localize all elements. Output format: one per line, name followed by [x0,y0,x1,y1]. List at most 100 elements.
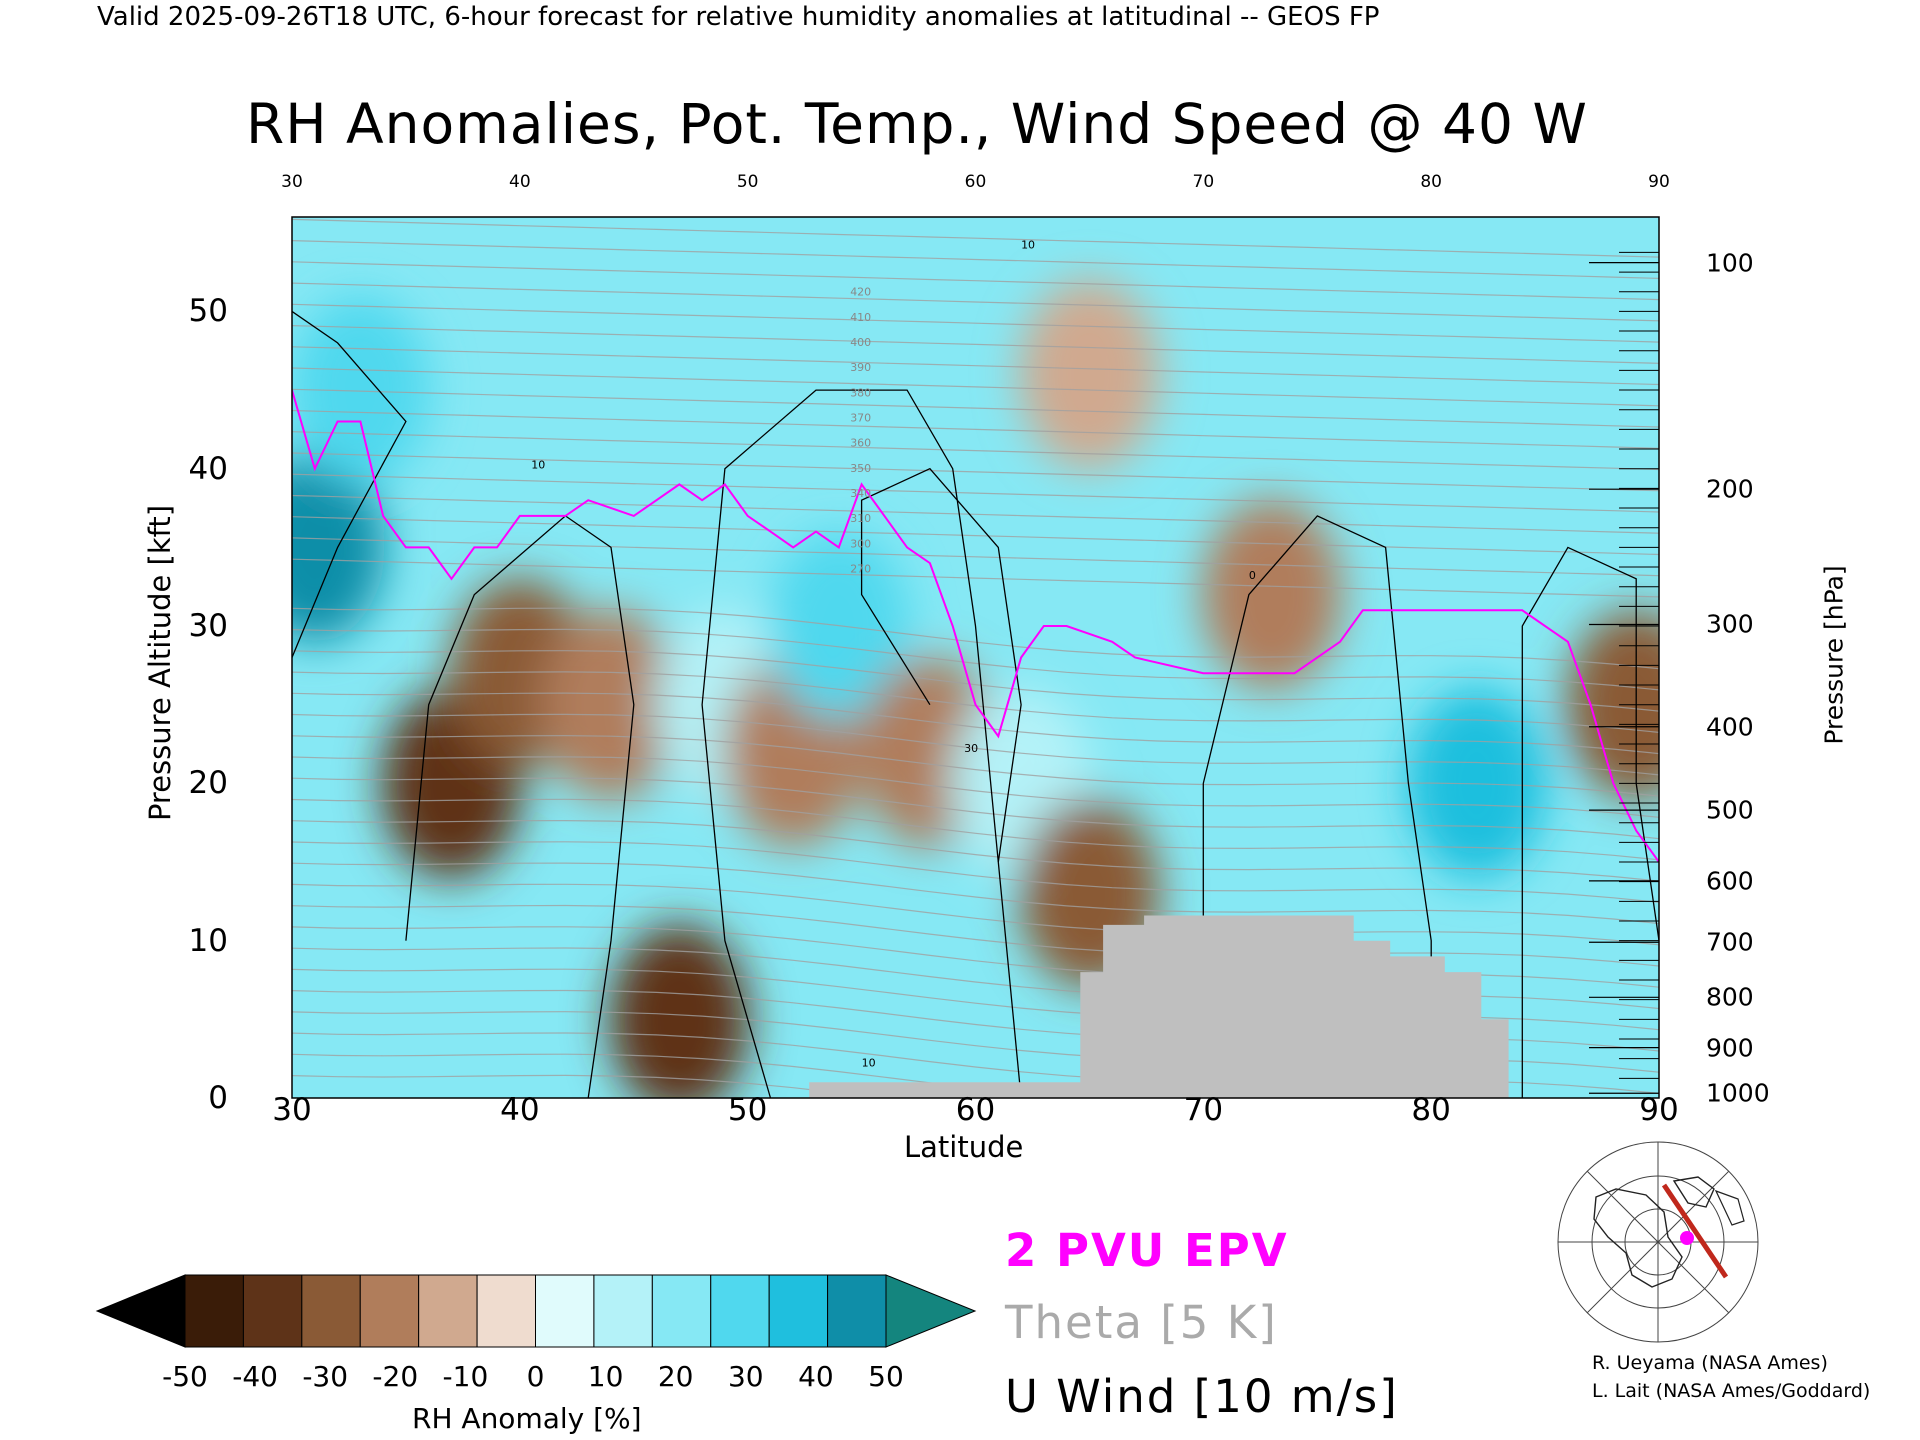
u-wind-label: 30 [964,742,978,755]
plot-frame [291,216,1660,1099]
theta-isentrope [292,240,1659,279]
legend-u-wind: U Wind [10 m/s] [1005,1370,1399,1423]
theta-isentrope [292,650,1659,712]
u-wind-contour [292,310,407,658]
theta-label: 370 [850,412,871,425]
x-tick-label: 70 [1183,1092,1224,1128]
u-wind-label: 10 [862,1057,876,1070]
y-tick-label: 30 [188,608,228,645]
pressure-tick-label: 900 [1706,1033,1754,1063]
colorbar-swatch [301,1274,361,1348]
theta-isentrope [292,692,1659,755]
theta-isentrope [292,261,1659,301]
credit-line-1: R. Ueyama (NASA Ames) [1592,1352,1828,1374]
x-tick-label-top: 60 [964,172,987,192]
x-tick-label: 60 [955,1092,996,1128]
theta-isentrope [292,628,1659,691]
y-axis-label-left: Pressure Altitude [kft] [143,504,177,822]
x-tick-label: 90 [1639,1092,1679,1128]
u-wind-label: 10 [531,459,545,472]
theta-isentrope [292,303,1659,343]
colorbar-tick-label: -20 [372,1360,419,1393]
credit-line-2: L. Lait (NASA Ames/Goddard) [1592,1380,1871,1402]
colorbar-tick-label: 50 [868,1360,904,1393]
x-tick-label-top: 30 [281,172,303,192]
location-marker [1680,1231,1694,1245]
u-wind-label: 10 [1021,238,1035,251]
u-wind-contour [701,389,1022,1098]
pressure-tick-label: 100 [1706,248,1754,278]
theta-label: 310 [850,512,871,525]
colorbar-swatch [242,1274,303,1348]
theta-isentrope [292,883,1659,946]
colorbar-swatch [359,1274,420,1348]
theta-isentrope [292,558,1659,598]
x-axis-label: Latitude [904,1130,1024,1164]
u-wind-contour [1202,515,1432,1098]
legend-theta: Theta [5 K] [1005,1296,1278,1349]
x-tick-label-top: 40 [509,172,531,192]
colorbar-under-triangle [95,1274,186,1348]
theta-label: 390 [850,361,871,374]
chart-title: RH Anomalies, Pot. Temp., Wind Speed @ 4… [246,92,1588,156]
y-tick-label: 20 [188,765,228,802]
u-wind-contour [860,467,1022,863]
colorbar-label: RH Anomaly [%] [412,1402,642,1435]
rh-patch [292,295,431,486]
y-tick-label: 50 [188,293,228,330]
legend-pvu: 2 PVU EPV [1005,1224,1289,1277]
colorbar-swatch [418,1274,478,1348]
rh-patch [1019,279,1160,470]
pressure-tick-label: 300 [1706,609,1754,639]
theta-isentrope [292,713,1659,776]
pressure-tick-label: 1000 [1706,1078,1770,1108]
y-tick-label: 0 [208,1080,228,1116]
theta-label: 400 [850,336,871,349]
theta-isentrope [292,282,1659,322]
x-tick-label: 40 [500,1092,540,1128]
theta-label: 420 [850,286,871,299]
inset-map [1556,1141,1761,1343]
theta-isentrope [292,841,1659,903]
theta-isentrope [292,756,1659,818]
theta-isentrope [292,325,1659,364]
colorbar-swatch [710,1274,770,1348]
theta-isentrope [292,409,1659,449]
theta-isentrope [292,218,1659,258]
theta-isentrope [292,431,1659,471]
x-tick-label-top: 80 [1420,172,1442,192]
x-tick-label-top: 90 [1648,172,1670,192]
colorbar-tick-label: -30 [302,1360,349,1393]
colorbar-over-triangle [885,1274,977,1348]
x-tick-label: 80 [1411,1092,1451,1128]
theta-isentrope [292,473,1659,513]
x-tick-label: 30 [272,1092,312,1128]
theta-isentrope [292,516,1659,556]
theta-label: 340 [850,487,871,500]
colorbar-swatch [184,1274,244,1348]
colorbar-tick-label: 40 [798,1360,834,1393]
theta-label: 270 [850,563,871,576]
theta-label: 360 [850,437,871,450]
topography-mask [809,915,1509,1098]
colorbar-tick-label: -50 [162,1360,208,1393]
rh-patch [1201,499,1342,690]
theta-label: 300 [850,537,871,550]
colorbar [95,1274,977,1348]
colorbar-swatch [593,1274,653,1348]
pressure-tick-label: 600 [1706,866,1754,896]
header-validity: Valid 2025-09-26T18 UTC, 6-hour forecast… [97,2,1380,32]
theta-label: 380 [850,386,871,399]
colorbar-tick-label: 20 [657,1360,694,1393]
y-axis-label-right: Pressure [hPa] [1819,565,1849,745]
u-wind-contour [405,515,635,1098]
theta-isentrope [292,777,1659,840]
colorbar-swatch [476,1274,537,1348]
colorbar-tick-label: 10 [587,1360,624,1393]
theta-isentrope [292,862,1659,925]
pvu-2-contour [292,389,1659,863]
theta-isentrope [292,819,1659,882]
theta-isentrope [292,734,1659,797]
y-tick-label: 40 [188,450,228,487]
